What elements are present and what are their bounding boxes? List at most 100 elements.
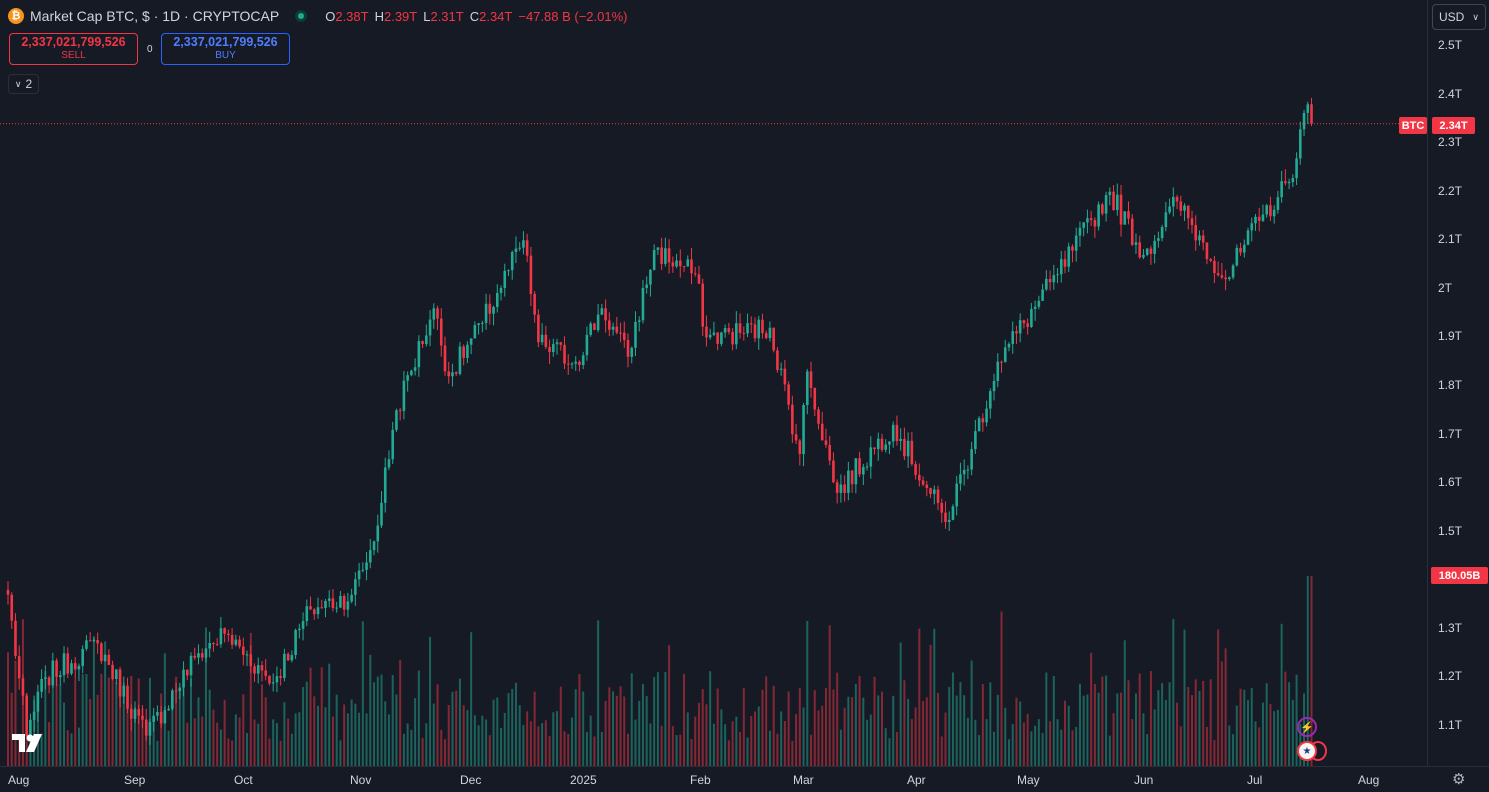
chart-pane[interactable]: ₿ Market Cap BTC, $ · 1D · CRYPTOCAP O2.…: [0, 0, 1428, 766]
volume-bar: [1295, 674, 1298, 766]
sell-button[interactable]: 2,337,021,799,526 SELL: [9, 33, 138, 65]
candle-body: [17, 656, 21, 679]
candle-body: [805, 371, 809, 406]
volume-bar: [425, 723, 428, 766]
time-tick-label: May: [1017, 773, 1040, 787]
candle-body: [1089, 218, 1093, 221]
volume-bar: [746, 737, 749, 766]
candle-body: [144, 719, 148, 736]
time-tick-label: Nov: [350, 773, 372, 787]
time-axis[interactable]: Aug Sep Oct Nov Dec 2025 Feb Mar Apr May Jun Jul Aug: [0, 766, 1428, 792]
candle-body: [51, 660, 55, 686]
volume-bar: [526, 711, 529, 766]
candle-body: [1142, 254, 1145, 258]
volume-bar: [320, 667, 323, 766]
volume-bar: [694, 716, 697, 766]
candle-body: [256, 665, 260, 674]
volume-bar: [283, 702, 286, 766]
candle-body: [92, 639, 96, 641]
candle-body: [197, 653, 200, 658]
candle-body: [529, 255, 533, 294]
candle-body: [305, 606, 309, 622]
candle-body: [447, 371, 451, 377]
volume-bar: [70, 733, 73, 766]
volume-bar: [133, 701, 136, 766]
candle-body: [1045, 278, 1048, 290]
volume-bar: [1288, 682, 1291, 766]
candle-body: [88, 640, 92, 642]
volume-bar: [36, 696, 39, 766]
candle-body: [115, 669, 118, 679]
volume-bar: [574, 689, 577, 766]
candle-body: [208, 643, 211, 649]
volume-bar: [686, 712, 689, 766]
currency-select[interactable]: USD ∨: [1432, 4, 1486, 30]
volume-bar: [1131, 719, 1134, 766]
candle-body: [1179, 201, 1183, 211]
time-tick-label: Apr: [907, 773, 926, 787]
price-chart[interactable]: [0, 0, 1428, 766]
candle-body: [779, 368, 783, 370]
candle-body: [540, 334, 544, 343]
candle-body: [742, 332, 746, 334]
volume-bar: [339, 740, 342, 766]
candle-body: [137, 709, 141, 716]
gear-icon[interactable]: ⚙: [1452, 771, 1466, 788]
volume-bar: [485, 719, 488, 766]
candle-body: [260, 665, 264, 671]
volume-bar: [1161, 683, 1164, 766]
volume-bar: [302, 687, 305, 766]
symbol-title[interactable]: Market Cap BTC, $ · 1D · CRYPTOCAP: [30, 8, 280, 24]
volume-bar: [1064, 700, 1067, 766]
volume-bar: [429, 636, 432, 766]
candle-body: [820, 423, 824, 441]
candle-body: [847, 470, 850, 493]
buy-button[interactable]: 2,337,021,799,526 BUY: [161, 33, 290, 65]
volume-bar: [380, 674, 383, 766]
candle-body: [436, 308, 439, 319]
candle-body: [1306, 104, 1310, 113]
market-status-icon[interactable]: [295, 10, 308, 22]
candle-body: [854, 458, 858, 485]
volume-bar: [1067, 705, 1070, 766]
volume-bar: [933, 628, 936, 766]
volume-bar: [1247, 700, 1250, 766]
time-tick-label: Jul: [1247, 773, 1263, 787]
volume-bar: [111, 671, 114, 766]
candle-body: [462, 346, 465, 358]
volume-bar: [541, 723, 544, 766]
price-axis[interactable]: USD ∨ 2.5T 2.4T 2.3T 2.2T 2.1T 2T 1.9T 1.8T 1.7T…: [1399, 0, 1489, 766]
candle-body: [1015, 331, 1018, 334]
candle-body: [746, 323, 749, 334]
volume-bar: [1265, 683, 1268, 766]
candle-body: [1235, 247, 1239, 266]
volume-bar: [443, 739, 446, 766]
volume-bar: [720, 709, 723, 766]
volume-bar: [317, 705, 320, 766]
candle-body: [809, 371, 813, 388]
close-key: C: [469, 8, 480, 24]
candle-body: [133, 709, 137, 719]
candle-body: [469, 338, 473, 345]
candle-body: [70, 663, 73, 674]
volume-bar: [653, 677, 656, 766]
candle-body: [1119, 194, 1123, 225]
volume-bar: [440, 729, 443, 766]
lightning-event-icon[interactable]: ⚡: [1297, 717, 1317, 737]
candle-body: [1127, 211, 1130, 219]
high-key: H: [374, 8, 384, 24]
volume-bar: [260, 684, 263, 766]
candle-body: [477, 323, 480, 326]
us-flag-event-icon[interactable]: ★: [1297, 741, 1317, 761]
volume-bar: [197, 697, 200, 766]
volume-bar: [503, 712, 506, 766]
candle-body: [929, 488, 932, 494]
buy-price: 2,337,021,799,526: [173, 35, 278, 49]
candle-body: [77, 665, 81, 670]
volume-bar: [978, 734, 981, 766]
candle-body: [738, 323, 742, 333]
candle-body: [664, 248, 667, 264]
indicators-toggle-button[interactable]: ∨ 2: [8, 74, 39, 94]
tradingview-logo[interactable]: [12, 734, 46, 752]
time-tick-label: Aug: [1358, 773, 1380, 787]
